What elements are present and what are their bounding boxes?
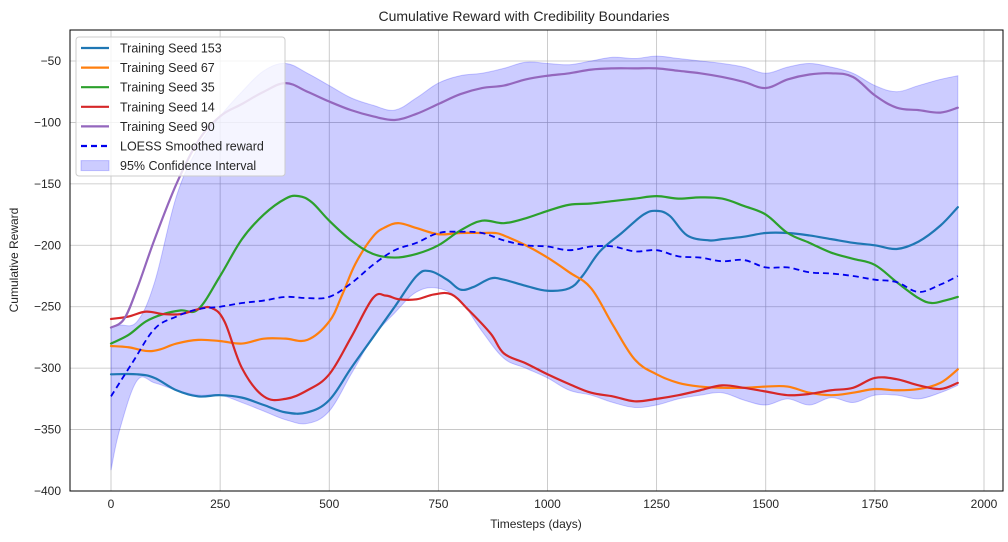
legend-item: LOESS Smoothed reward <box>81 140 264 154</box>
legend-label: Training Seed 153 <box>120 42 222 56</box>
chart-title: Cumulative Reward with Credibility Bound… <box>378 8 669 24</box>
y-tick-label: −350 <box>34 423 61 437</box>
series-line-loess-smoothed-reward <box>110 230 959 397</box>
y-tick-label: −200 <box>34 238 61 252</box>
series-line-training-seed-153 <box>109 206 959 415</box>
y-tick-label: −100 <box>34 115 61 129</box>
series-layer <box>109 67 959 415</box>
legend-item: 95% Confidence Interval <box>80 159 256 173</box>
legend-item: Training Seed 90 <box>81 120 215 134</box>
x-gridlines <box>110 30 985 491</box>
y-axis-label: Cumulative Reward <box>7 208 21 313</box>
y-tick-labels: −400 −350 −300 −250 −200 −150 −100 −50 <box>34 54 61 498</box>
series-line-training-seed-35 <box>109 194 959 345</box>
x-tick-label: 1500 <box>752 497 779 511</box>
y-tick-label: −150 <box>34 177 61 191</box>
x-tick-label: 1000 <box>534 497 561 511</box>
x-tick-label: 1250 <box>643 497 670 511</box>
x-tick-label: 750 <box>428 497 448 511</box>
y-tick-label: −400 <box>34 484 61 498</box>
y-tick-label: −300 <box>34 361 61 375</box>
x-tick-label: 2000 <box>971 497 998 511</box>
legend-label: Training Seed 90 <box>120 120 215 134</box>
legend-label: Training Seed 14 <box>120 100 215 114</box>
legend-item: Training Seed 35 <box>81 81 215 95</box>
x-tick-labels: 0 250 500 750 1000 1250 1500 1750 2000 <box>108 497 998 511</box>
legend-label: Training Seed 35 <box>120 81 215 95</box>
y-tick-label: −50 <box>41 54 62 68</box>
legend-label: LOESS Smoothed reward <box>120 140 264 154</box>
legend: Training Seed 153 Training Seed 67 Trainin… <box>75 36 286 177</box>
legend-item: Training Seed 67 <box>81 61 215 75</box>
series-line-training-seed-14 <box>109 291 959 403</box>
series-line-training-seed-67 <box>109 222 959 397</box>
x-tick-label: 250 <box>210 497 230 511</box>
legend-label: Training Seed 67 <box>120 61 215 75</box>
axes-frame <box>69 29 1004 492</box>
x-tick-label: 1750 <box>862 497 889 511</box>
legend-item: Training Seed 14 <box>81 100 215 114</box>
legend-label: 95% Confidence Interval <box>120 159 256 173</box>
y-tick-label: −250 <box>34 300 61 314</box>
legend-frame <box>75 36 286 177</box>
legend-item: Training Seed 153 <box>81 42 222 56</box>
x-tick-label: 500 <box>319 497 339 511</box>
x-axis-label: Timesteps (days) <box>490 517 582 531</box>
x-tick-label: 0 <box>108 497 115 511</box>
legend-swatch <box>80 160 110 172</box>
